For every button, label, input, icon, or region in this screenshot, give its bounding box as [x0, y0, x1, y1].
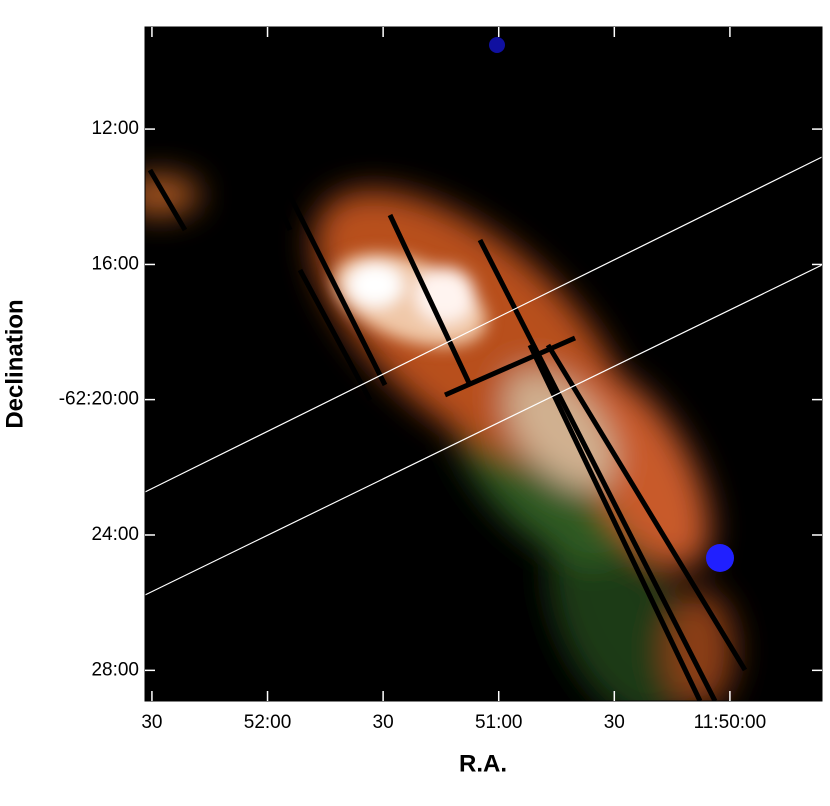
y-tick-label: 16:00 — [91, 253, 139, 274]
y-tick-label: 28:00 — [91, 659, 139, 680]
y-tick-label: -62:20:00 — [59, 389, 139, 410]
x-tick-label: 30 — [373, 712, 394, 733]
plot-frame — [144, 26, 823, 702]
x-tick-label: 11:50:00 — [694, 712, 767, 733]
y-tick-label: 12:00 — [91, 118, 139, 139]
x-tick-label: 30 — [604, 712, 625, 733]
x-axis-label: R.A. — [459, 750, 507, 777]
y-tick-label: 24:00 — [91, 524, 139, 545]
y-axis-label: Declination — [1, 299, 28, 428]
sky-image — [145, 27, 822, 701]
x-tick-label: 51:00 — [475, 712, 523, 733]
x-tick-label: 52:00 — [244, 712, 292, 733]
x-tick-label: 30 — [141, 712, 162, 733]
